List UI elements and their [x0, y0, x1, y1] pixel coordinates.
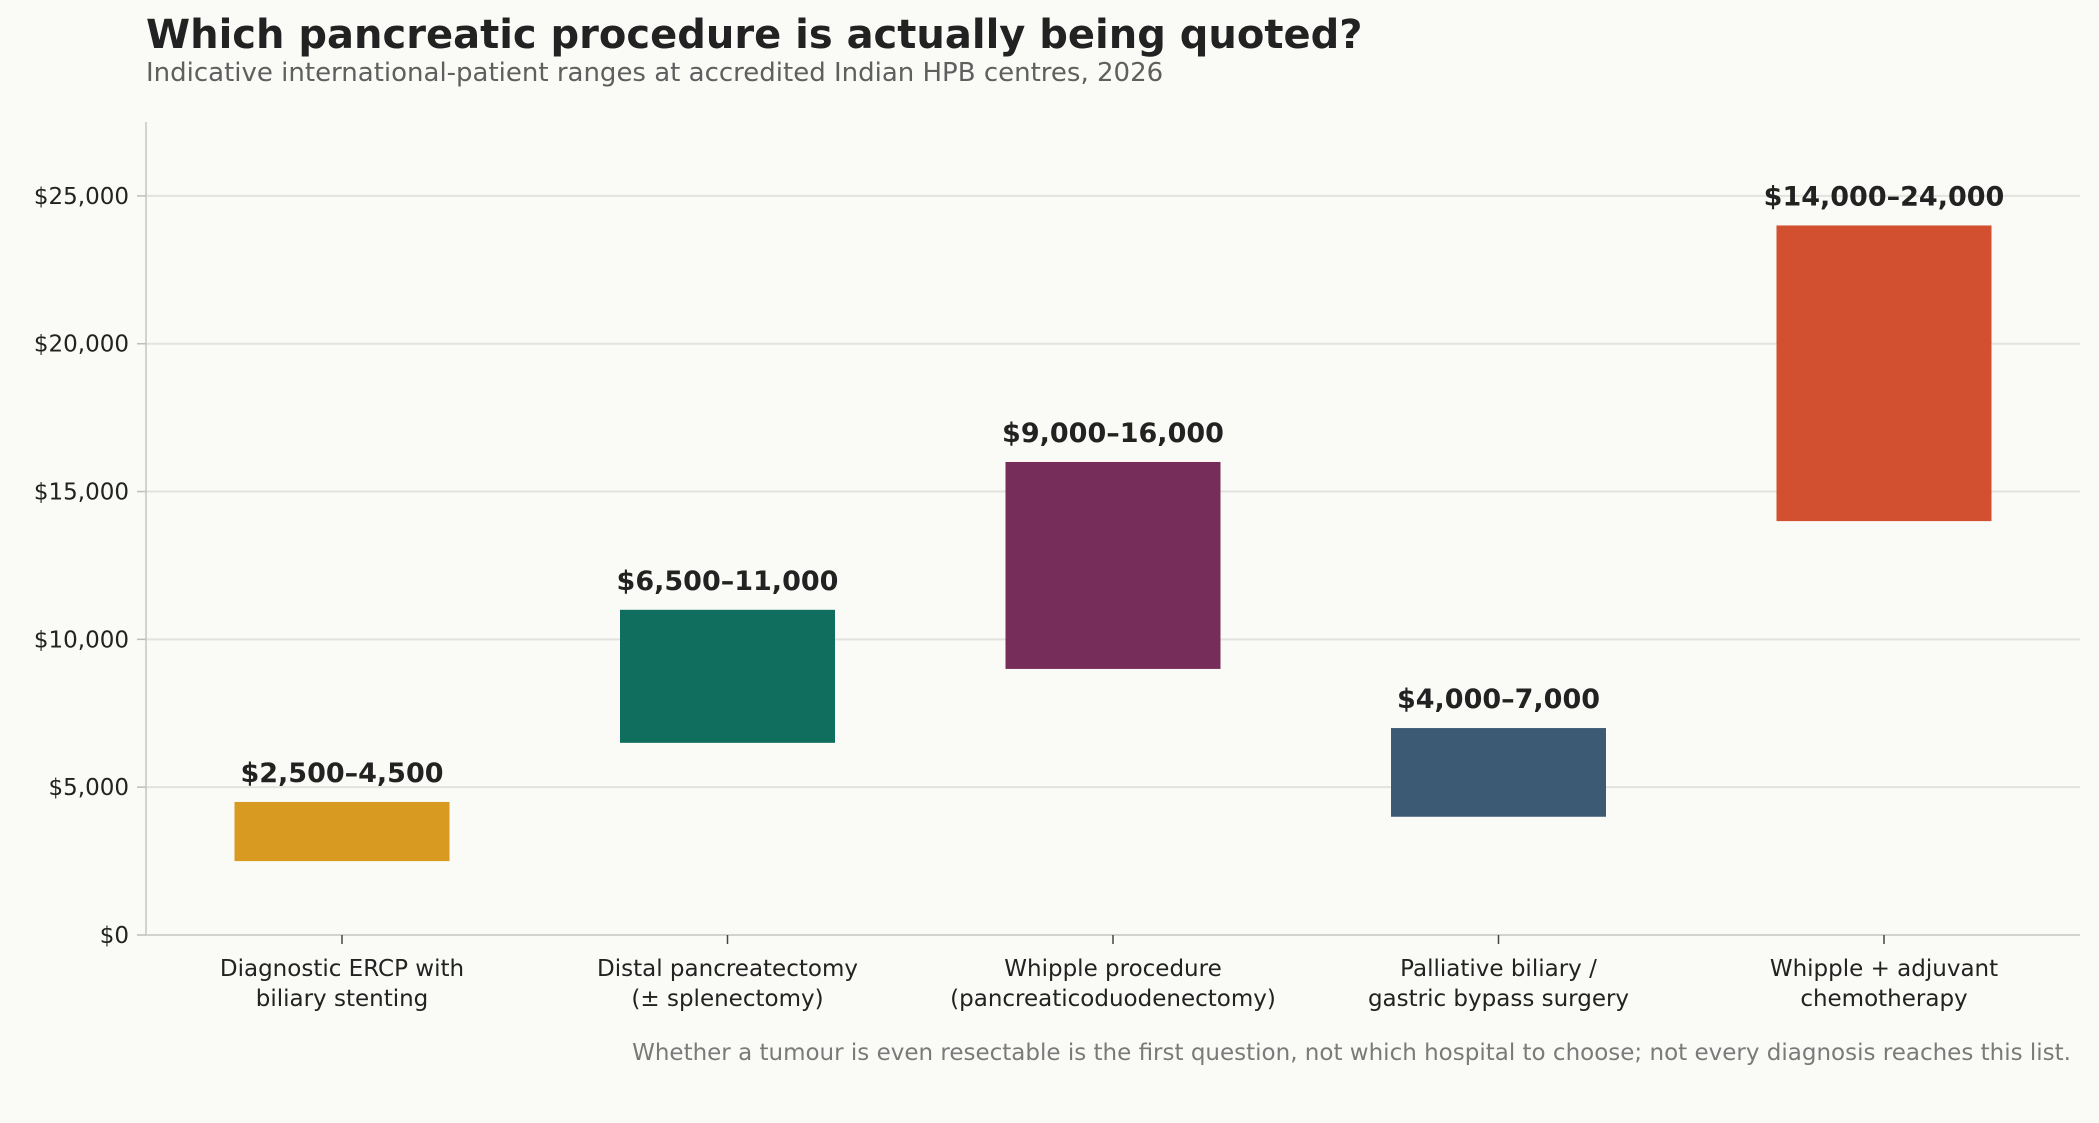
data-label: $4,000–7,000: [1397, 684, 1600, 715]
category-label: chemotherapy: [1800, 986, 1967, 1012]
range-bar: [1005, 461, 1221, 669]
category-label: Distal pancreatectomy: [597, 956, 858, 982]
bars: [234, 225, 1992, 862]
category-label: Diagnostic ERCP with: [220, 956, 464, 982]
data-label: $9,000–16,000: [1002, 418, 1224, 449]
category-label: Whipple + adjuvant: [1770, 956, 1998, 982]
range-bar: [234, 801, 450, 862]
footnote: Whether a tumour is even resectable is t…: [632, 1040, 2071, 1066]
range-bar: [1391, 728, 1606, 817]
category-label: biliary stenting: [256, 986, 429, 1012]
data-label: $2,500–4,500: [240, 758, 443, 789]
category-label: Palliative biliary /: [1400, 956, 1597, 982]
category-label: (± splenectomy): [631, 986, 823, 1012]
category-label: Whipple procedure: [1004, 956, 1221, 982]
y-tick-label: $5,000: [49, 775, 129, 801]
y-tick-label: $25,000: [34, 184, 129, 210]
data-label: $14,000–24,000: [1764, 181, 2005, 212]
category-label: gastric bypass surgery: [1368, 986, 1629, 1012]
axes: $0 $5,000 $10,000 $15,000 $20,000 $25,000 Diag…: [34, 122, 2080, 1012]
y-tick-label: $15,000: [34, 480, 129, 506]
y-tick-label: $0: [100, 923, 129, 949]
range-bar: [1776, 225, 1992, 522]
y-tick-label: $20,000: [34, 332, 129, 358]
chart-subtitle: Indicative international-patient ranges …: [146, 58, 1164, 88]
value-labels: $2,500–4,500 $6,500–11,000 $9,000–16,000 $4…: [240, 181, 2004, 788]
chart-title: Which pancreatic procedure is actually b…: [146, 12, 1363, 58]
data-label: $6,500–11,000: [617, 566, 839, 597]
range-bar: [620, 609, 835, 743]
category-label: (pancreaticoduodenectomy): [950, 986, 1276, 1012]
y-tick-label: $10,000: [34, 627, 129, 653]
